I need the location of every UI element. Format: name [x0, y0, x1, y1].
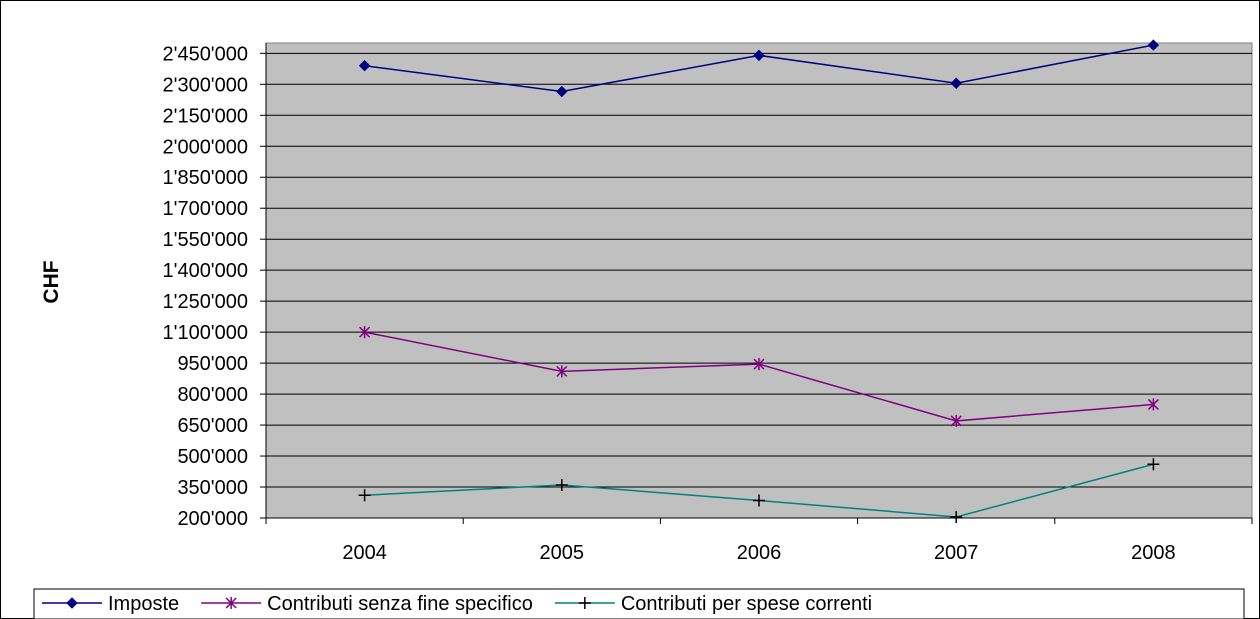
x-tick-label: 2004	[342, 542, 387, 564]
legend-marker	[225, 597, 237, 609]
y-tick-label: 2'300'000	[163, 74, 249, 96]
y-tick-label: 800'000	[177, 384, 248, 406]
series-2	[359, 326, 1159, 427]
legend-marker	[66, 597, 78, 609]
series-3	[358, 458, 1160, 523]
x-axis-ticks: 2004 2005 2006 2007 2008	[265, 518, 1253, 564]
data-point	[1147, 398, 1159, 411]
y-axis-title: CHF	[40, 260, 63, 303]
legend-marker	[578, 597, 591, 609]
data-point	[358, 489, 371, 502]
y-tick-label: 1'100'000	[163, 322, 249, 344]
legend-item-2: Contributi senza fine specifico	[201, 593, 533, 615]
legend-item-3: Contributi per spese correnti	[554, 593, 872, 615]
series-1	[358, 39, 1160, 98]
x-tick-label: 2007	[934, 542, 979, 564]
y-tick-label: 2'450'000	[163, 43, 249, 65]
legend: Imposte Contributi senza fine specifico Co…	[33, 588, 1245, 619]
data-point	[1147, 458, 1160, 471]
y-tick-label: 1'700'000	[163, 198, 249, 220]
y-tick-label: 2'000'000	[163, 136, 249, 158]
x-tick-label: 2005	[540, 542, 585, 564]
y-tick-label: 1'250'000	[163, 291, 249, 313]
y-tick-label: 1'400'000	[163, 260, 249, 282]
y-tick-label: 2'150'000	[163, 105, 249, 127]
series-lines	[358, 39, 1160, 523]
y-tick-label: 1'550'000	[163, 229, 249, 251]
y-tick-label: 650'000	[177, 415, 248, 437]
data-point	[950, 77, 962, 89]
data-point	[359, 326, 371, 339]
data-point	[753, 49, 765, 62]
y-axis-ticks: 200'000 350'000 500'000 650'000 800'000 950'0…	[163, 43, 266, 530]
data-point	[753, 358, 765, 371]
data-point	[1147, 39, 1160, 51]
legend-label: Contributi per spese correnti	[621, 593, 872, 615]
data-point	[556, 365, 568, 378]
y-tick-label: 500'000	[177, 446, 248, 468]
y-tick-label: 200'000	[177, 508, 248, 530]
data-point	[753, 494, 765, 507]
gridlines	[266, 52, 1252, 488]
legend-item-1: Imposte	[42, 593, 179, 615]
data-point	[555, 478, 568, 491]
plot-area	[265, 42, 1253, 519]
data-point	[556, 85, 568, 98]
data-point	[358, 60, 371, 72]
data-point	[950, 510, 963, 523]
y-tick-label: 350'000	[177, 477, 248, 499]
y-tick-label: 950'000	[177, 353, 248, 375]
legend-label: Contributi senza fine specifico	[267, 593, 533, 615]
y-tick-label: 1'850'000	[163, 167, 249, 189]
legend-box	[33, 588, 1245, 619]
x-tick-label: 2008	[1131, 542, 1176, 564]
data-point	[950, 414, 962, 427]
x-tick-label: 2006	[737, 542, 782, 564]
legend-label: Imposte	[108, 593, 179, 615]
